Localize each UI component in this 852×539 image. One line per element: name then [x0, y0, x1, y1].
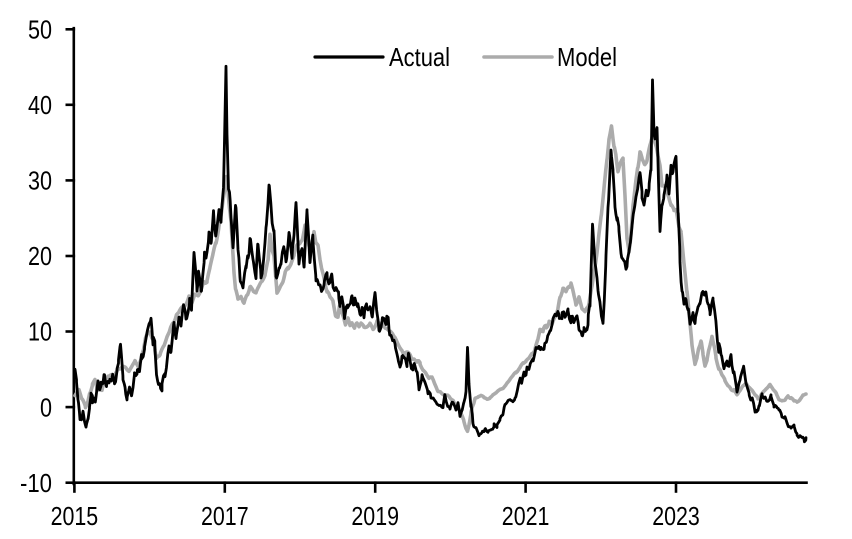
- svg-text:20: 20: [28, 241, 52, 271]
- svg-text:Model: Model: [557, 42, 617, 72]
- svg-text:30: 30: [28, 166, 52, 196]
- svg-text:2015: 2015: [51, 501, 99, 531]
- svg-text:2019: 2019: [351, 501, 399, 531]
- svg-text:2023: 2023: [652, 501, 700, 531]
- svg-text:0: 0: [40, 392, 52, 422]
- svg-text:Actual: Actual: [389, 42, 450, 72]
- svg-text:50: 50: [28, 15, 52, 45]
- svg-text:-10: -10: [20, 468, 52, 498]
- svg-text:40: 40: [28, 90, 52, 120]
- svg-text:10: 10: [28, 317, 52, 347]
- svg-text:2021: 2021: [502, 501, 550, 531]
- svg-text:2017: 2017: [201, 501, 249, 531]
